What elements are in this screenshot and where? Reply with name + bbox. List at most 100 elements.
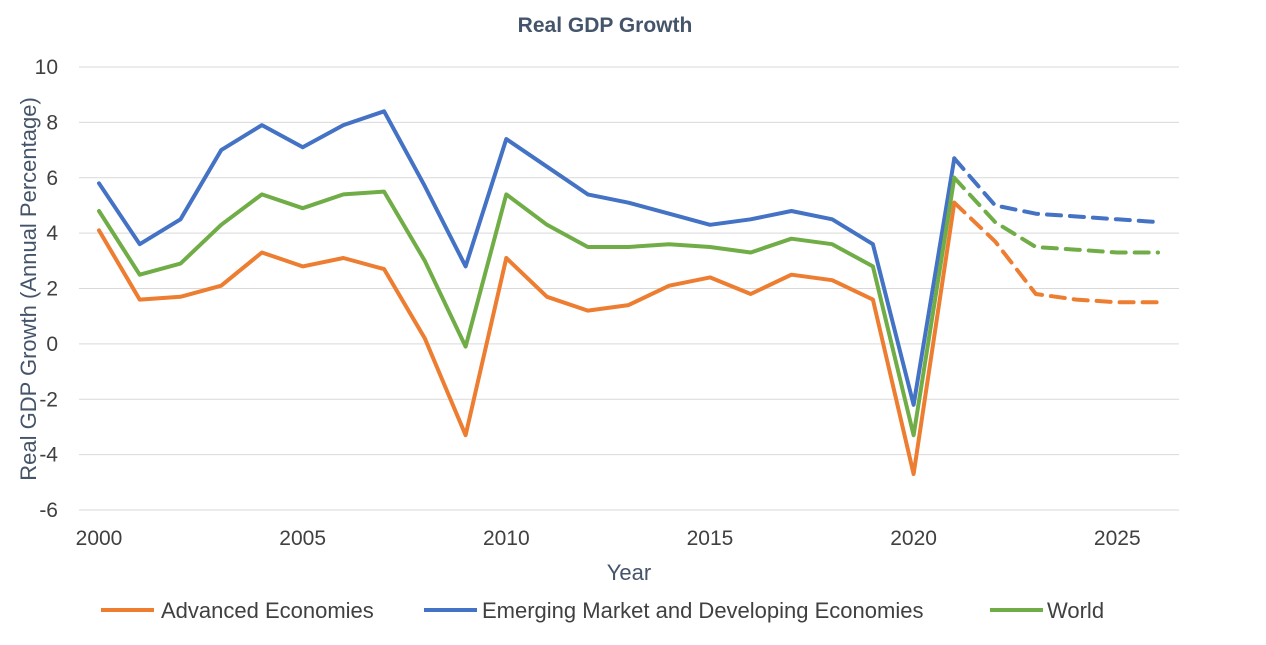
series-2-point — [993, 220, 997, 224]
series-1-point — [912, 403, 916, 407]
series-0-point — [178, 295, 182, 299]
x-tick-label: 2025 — [1094, 527, 1141, 550]
series-2-point — [1075, 248, 1079, 252]
y-tick-label: 8 — [46, 111, 58, 134]
series-0-point — [382, 267, 386, 271]
y-tick-label: -6 — [39, 499, 58, 522]
series-2-point — [504, 192, 508, 196]
series-0-point — [952, 201, 956, 205]
series-2-point — [382, 190, 386, 194]
series-line-2-projection — [952, 175, 1160, 255]
series-2-point — [464, 345, 468, 349]
series-0-point — [1075, 298, 1079, 302]
series-2-point — [871, 264, 875, 268]
x-tick-label: 2005 — [279, 527, 326, 550]
series-0-point — [627, 303, 631, 307]
series-2-point — [586, 245, 590, 249]
series-0-point — [993, 239, 997, 243]
series-1-point — [260, 123, 264, 127]
series-1-point — [952, 156, 956, 160]
series-0-point — [912, 472, 916, 476]
series-0-point — [789, 273, 793, 277]
x-tick-label: 2010 — [483, 527, 530, 550]
series-2-point — [912, 433, 916, 437]
series-2-point — [341, 192, 345, 196]
series-0-point — [97, 228, 101, 232]
series-1-point — [749, 217, 753, 221]
series-1-point — [97, 181, 101, 185]
legend: Advanced Economies Emerging Market and De… — [101, 598, 1104, 623]
series-2-point — [301, 206, 305, 210]
series-1-point — [667, 212, 671, 216]
gridlines — [79, 66, 1179, 511]
series-1-point — [993, 203, 997, 207]
series-2-point — [749, 251, 753, 255]
series-0-point — [219, 284, 223, 288]
series-0-point — [260, 251, 264, 255]
y-tick-label: -2 — [39, 388, 58, 411]
series-1-point — [708, 223, 712, 227]
y-axis-ticks: -6 -4 -2 0 2 4 6 8 10 — [35, 56, 59, 522]
series-2-point — [97, 209, 101, 213]
x-tick-label: 2000 — [76, 527, 123, 550]
series-2-point — [423, 259, 427, 263]
series-0-point — [464, 433, 468, 437]
x-axis-ticks: 2000 2005 2010 2015 2020 2025 — [76, 527, 1141, 550]
series-line-0-projection — [952, 200, 1160, 305]
y-tick-label: -4 — [39, 444, 58, 467]
y-tick-label: 2 — [46, 278, 58, 301]
series-1-point — [178, 217, 182, 221]
series-1-point — [545, 165, 549, 169]
x-tick-label: 2015 — [687, 527, 734, 550]
series-0-point — [1156, 300, 1160, 304]
x-tick-label: 2020 — [890, 527, 937, 550]
series-0-point — [301, 264, 305, 268]
series-0-point — [138, 298, 142, 302]
series-0-point — [423, 336, 427, 340]
y-tick-label: 0 — [46, 333, 58, 356]
series-0-point — [545, 295, 549, 299]
series-0-point — [871, 298, 875, 302]
legend-label-1: Emerging Market and Developing Economies — [482, 598, 923, 623]
series-line-1-projection — [952, 156, 1160, 225]
series-2-point — [178, 262, 182, 266]
series-1-point — [871, 242, 875, 246]
chart-title: Real GDP Growth — [518, 14, 693, 37]
series-1-point — [1034, 212, 1038, 216]
series-1-point — [219, 148, 223, 152]
series-line-0-actual — [97, 200, 957, 476]
series-1-point — [1075, 215, 1079, 219]
series-2-point — [952, 176, 956, 180]
series-0-point — [341, 256, 345, 260]
series-1-point — [1156, 220, 1160, 224]
series-2-point — [1156, 251, 1160, 255]
series-0-point — [667, 284, 671, 288]
series-2-point — [138, 273, 142, 277]
series-2-point — [260, 192, 264, 196]
series-2-point — [830, 242, 834, 246]
series-line-1-actual — [97, 109, 957, 407]
series-1-point — [138, 242, 142, 246]
series-1-point — [301, 145, 305, 149]
series-0-point — [1034, 292, 1038, 296]
series-1-point — [341, 123, 345, 127]
y-tick-label: 6 — [46, 167, 58, 190]
series-0-point — [830, 278, 834, 282]
series-0-point — [586, 309, 590, 313]
series-2-point — [1034, 245, 1038, 249]
series-2-point — [667, 242, 671, 246]
series-0-point — [504, 256, 508, 260]
series-1-point — [423, 184, 427, 188]
series-1-point — [789, 209, 793, 213]
legend-label-2: World — [1047, 598, 1104, 623]
series-2-point — [545, 223, 549, 227]
series-2-point — [789, 237, 793, 241]
series-2-point — [219, 223, 223, 227]
series-2-point — [708, 245, 712, 249]
series-2-point — [627, 245, 631, 249]
series-1-point — [504, 137, 508, 141]
y-axis-title: Real GDP Growth (Annual Percentage) — [16, 97, 41, 481]
series-0-point — [749, 292, 753, 296]
series-lines — [97, 109, 1160, 476]
